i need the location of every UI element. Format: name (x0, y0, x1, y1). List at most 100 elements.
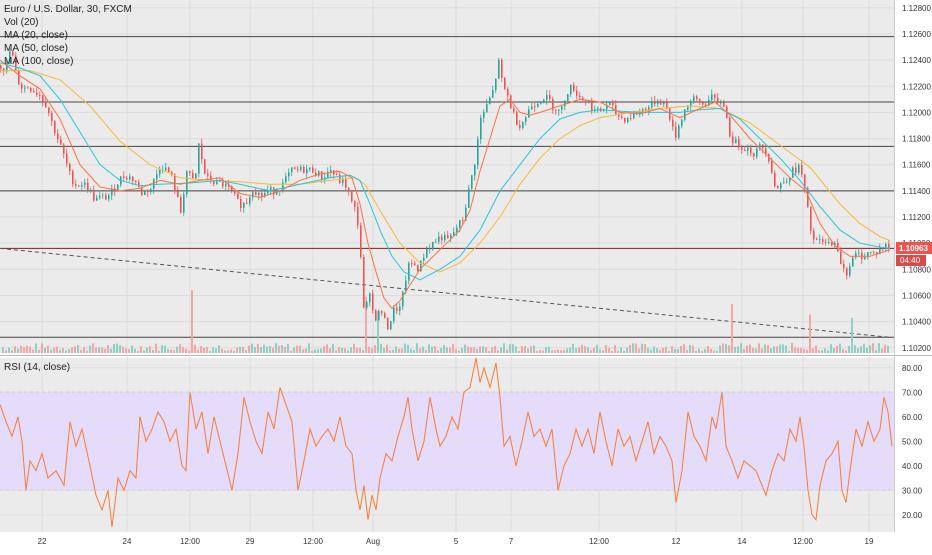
candle-body (396, 307, 398, 311)
candle-body (48, 107, 50, 114)
volume-bar (128, 349, 130, 353)
volume-bar (344, 348, 346, 353)
volume-bar (578, 347, 580, 353)
volume-bar (473, 347, 475, 353)
candle-body (453, 232, 455, 236)
volume-bar (326, 344, 328, 353)
candle-body (657, 100, 659, 105)
volume-bar (824, 348, 826, 353)
legend-ma100[interactable]: MA (100, close) (4, 56, 74, 67)
candle-body (666, 102, 668, 109)
candle-body (291, 167, 293, 173)
volume-bar (251, 343, 253, 353)
candle-body (408, 263, 410, 281)
candle-body (687, 106, 689, 110)
volume-bar (275, 343, 277, 353)
volume-bar (683, 344, 685, 353)
volume-bar (35, 343, 37, 353)
candle-body (549, 95, 551, 100)
volume-bar (665, 346, 667, 353)
volume-bar (773, 346, 775, 353)
candle-body (141, 186, 143, 195)
volume-bar (47, 345, 49, 353)
volume-bar (284, 346, 286, 353)
rsi-title[interactable]: RSI (14, close) (4, 362, 71, 373)
candle-body (285, 176, 287, 183)
volume-bar (614, 345, 616, 353)
countdown-label: 04:40 (900, 256, 921, 265)
candle-body (858, 252, 860, 254)
candle-body (507, 88, 509, 96)
volume-bar (785, 345, 787, 353)
candle-body (201, 143, 203, 160)
candle-body (567, 94, 569, 101)
legend-ma50[interactable]: MA (50, close) (4, 43, 68, 54)
time-axis-label: 29 (246, 537, 255, 546)
candle-body (45, 101, 47, 108)
symbol-title[interactable]: Euro / U.S. Dollar, 30, FXCM (4, 4, 132, 15)
volume-bar (350, 347, 352, 353)
volume-bar (653, 346, 655, 353)
volume-bar (263, 344, 265, 353)
volume-bar (584, 346, 586, 353)
candle-body (765, 148, 767, 155)
rsi-line (0, 357, 893, 528)
volume-bar (401, 348, 403, 353)
legend-ma20[interactable]: MA (20, close) (4, 30, 68, 41)
volume-bar (89, 345, 91, 353)
volume-bar (254, 347, 256, 353)
candle-body (363, 257, 365, 308)
volume-bar (695, 350, 697, 353)
volume-bar (494, 346, 496, 353)
candle-body (399, 306, 401, 311)
volume-bar (278, 345, 280, 353)
candle-body (558, 109, 560, 111)
candle-body (840, 251, 842, 264)
candle-body (78, 185, 80, 187)
candle-body (132, 176, 134, 182)
price-tick-label: 1.11400 (902, 187, 931, 196)
price-tick-label: 1.10400 (902, 318, 931, 327)
volume-bar (860, 346, 862, 353)
candle-body (624, 117, 626, 122)
volume-bar (689, 345, 691, 353)
volume-bar (173, 350, 175, 353)
volume-bar (713, 350, 715, 353)
legend-vol[interactable]: Vol (20) (4, 17, 39, 28)
volume-bar (818, 350, 820, 353)
volume-bar (887, 345, 889, 353)
candle-body (117, 184, 119, 192)
volume-bar (635, 343, 637, 353)
candle-body (711, 94, 713, 100)
volume-bar (701, 350, 703, 353)
candle-body (528, 109, 530, 118)
candle-body (651, 100, 653, 108)
volume-bar (356, 347, 358, 353)
candle-body (366, 302, 368, 308)
candle-body (225, 184, 227, 187)
volume-bar (374, 345, 376, 353)
candle-body (573, 84, 575, 91)
volume-bar (62, 348, 64, 353)
candle-body (36, 92, 38, 95)
candle-body (414, 263, 416, 266)
candle-body (723, 102, 725, 107)
candle-body (126, 177, 128, 180)
candle-body (498, 59, 500, 79)
volume-bar (755, 348, 757, 353)
volume-bar (332, 343, 334, 353)
volume-bar (398, 348, 400, 353)
volume-bar (392, 349, 394, 353)
volume-bar (857, 348, 859, 353)
candle-body (339, 174, 341, 183)
volume-bar (404, 343, 406, 353)
candle-body (438, 236, 440, 242)
volume-bar (644, 344, 646, 353)
volume-bar (368, 346, 370, 353)
volume-bar (761, 348, 763, 353)
volume-bar (878, 343, 880, 353)
candle-body (591, 102, 593, 111)
volume-bar (95, 347, 97, 353)
